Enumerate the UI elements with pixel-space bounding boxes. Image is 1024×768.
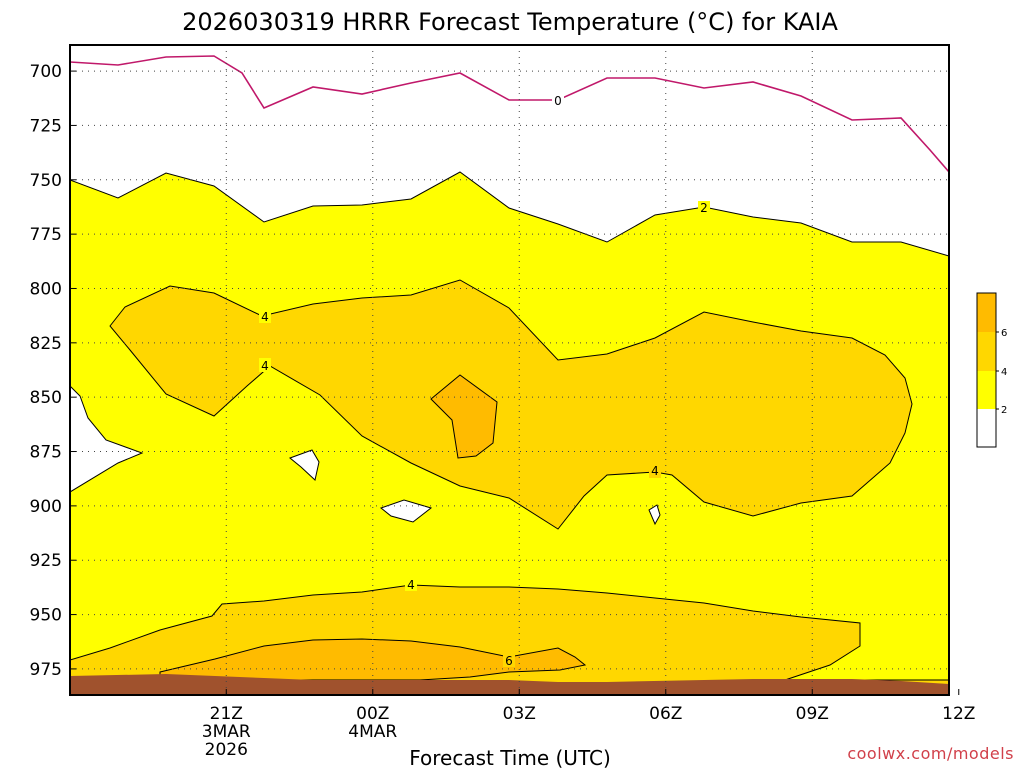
colorbar-seg-below-2: [977, 409, 996, 447]
y-tick-label: 775: [30, 225, 62, 245]
y-axis: 700 725 750 775 800 825 850 875 900 925 950 975: [30, 62, 76, 680]
colorbar-tick-4: 4: [1001, 367, 1007, 378]
y-tick-label: 825: [30, 334, 62, 354]
contour-label-4d: 4: [407, 578, 415, 592]
contour-label-4c: 4: [651, 464, 659, 478]
cold-pocket-left: [70, 385, 144, 493]
cold-pocket-1: [289, 449, 320, 481]
y-tick-label: 925: [30, 551, 62, 571]
y-tick-label: 900: [30, 497, 62, 517]
y-tick-label: 800: [30, 279, 62, 299]
isotherm-0c-line: [70, 55, 949, 173]
grid-lines: [70, 45, 949, 695]
x-tick-label: 03Z: [503, 704, 536, 724]
x-axis-label: Forecast Time (UTC): [409, 746, 611, 768]
colorbar-seg-above-6: [977, 293, 996, 332]
contour-label-2: 2: [700, 201, 708, 215]
plot-area: 0 2 4 4 4 4 6: [70, 45, 949, 695]
contour-label-4b: 4: [261, 359, 269, 373]
y-tick-label: 875: [30, 443, 62, 463]
colorbar: 2 4 6: [976, 292, 1007, 448]
region-4-to-6c-upper: [109, 279, 913, 530]
contour-label-4a: 4: [261, 310, 269, 324]
colorbar-tick-6: 6: [1001, 328, 1007, 339]
chart-title: 2026030319 HRRR Forecast Temperature (°C…: [182, 8, 838, 36]
y-tick-label: 750: [30, 171, 62, 191]
y-tick-label: 725: [30, 116, 62, 136]
colorbar-seg-2-4: [977, 371, 996, 409]
x-tick-label: 21Z: [210, 704, 243, 724]
region-above-6c-lower: [159, 638, 587, 681]
isotherm-2c-line: [70, 171, 949, 257]
x-tick-label: 2026: [205, 740, 248, 760]
y-tick-label: 850: [30, 388, 62, 408]
x-tick-label: 3MAR: [202, 722, 251, 742]
plot-frame: [69, 44, 950, 696]
y-tick-label: 950: [30, 606, 62, 626]
y-tick-label: 700: [30, 62, 62, 82]
colorbar-frame: [976, 292, 997, 448]
x-tick-label: 4MAR: [348, 722, 397, 742]
contour-label-0: 0: [554, 94, 562, 108]
colorbar-tick-2: 2: [1001, 405, 1007, 416]
colorbar-seg-4-6: [977, 332, 996, 371]
cold-pocket-3: [648, 504, 661, 526]
x-tick-label: 00Z: [356, 704, 389, 724]
x-tick-label: 09Z: [796, 704, 829, 724]
credit-text: coolwx.com/models: [847, 744, 1014, 763]
contour-label-6: 6: [505, 654, 513, 668]
region-above-6c-upper: [430, 374, 498, 459]
x-tick-label: 06Z: [649, 704, 682, 724]
x-tick-label: 12Z: [942, 704, 975, 724]
contour-labels: 0 2 4 4 4 4 6: [259, 93, 710, 668]
ground-terrain: [70, 674, 949, 695]
y-tick-label: 975: [30, 660, 62, 680]
